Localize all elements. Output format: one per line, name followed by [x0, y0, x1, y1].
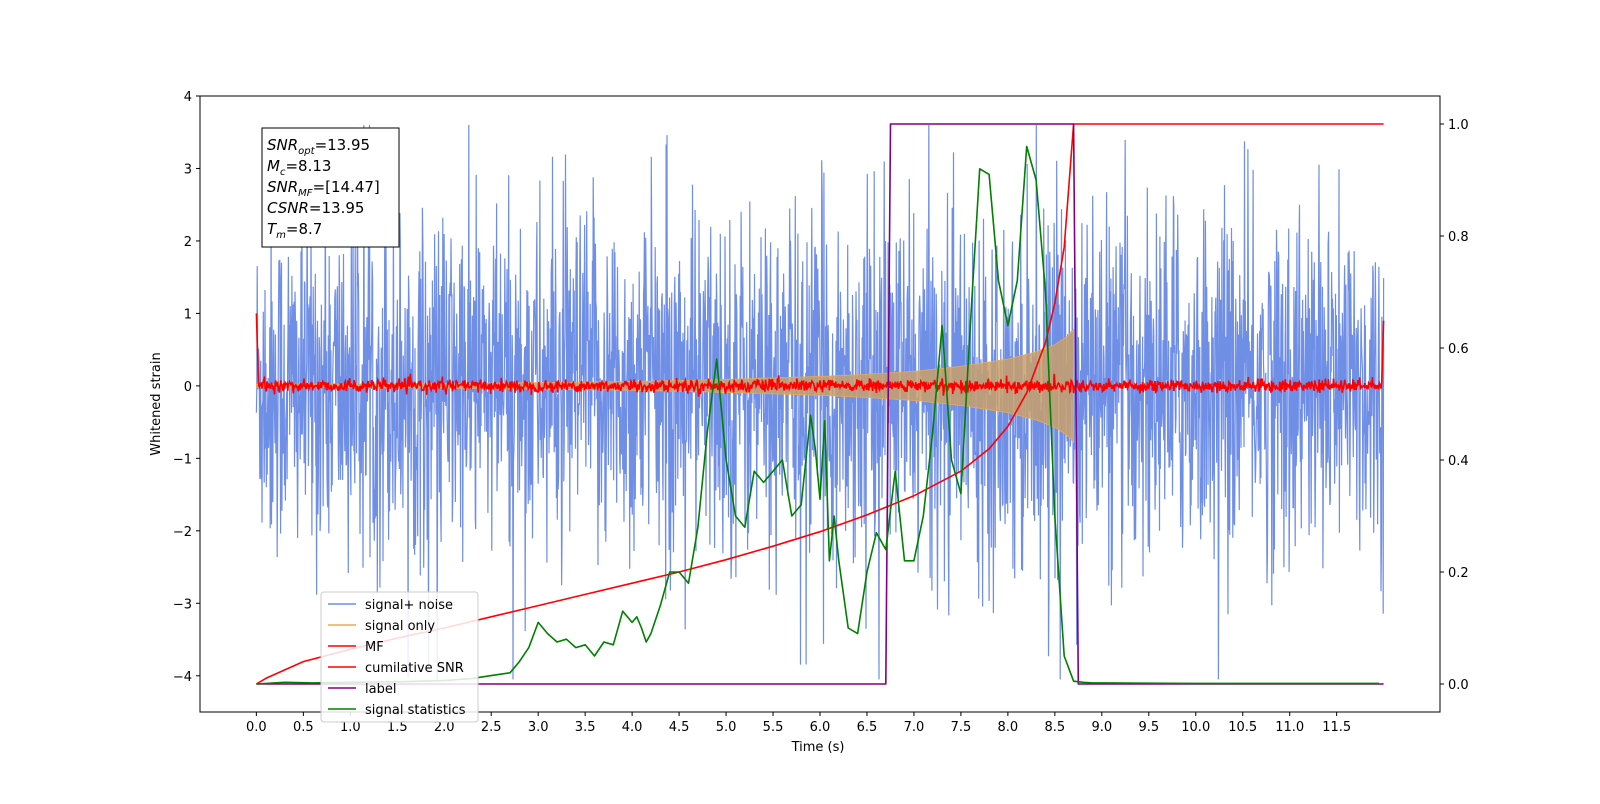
y-axis-left: −4 −3 −2 −1 0 1 2 3 4 — [173, 90, 200, 685]
x-tick-label: 11.0 — [1275, 720, 1304, 735]
y2-tick-label: 0.6 — [1448, 342, 1469, 357]
x-tick-label: 0.0 — [246, 720, 267, 735]
annotation-box: SNRopt=13.95Mc=8.13SNRMF=[14.47]CSNR=13.… — [261, 127, 400, 248]
x-axis-label: Time (s) — [791, 740, 845, 755]
legend-label: signal+ noise — [365, 598, 453, 613]
y2-tick-label: 0.8 — [1448, 230, 1469, 245]
y-tick-label: 3 — [184, 162, 192, 177]
y-axis-label: Whitened strain — [149, 352, 164, 455]
x-tick-label: 6.0 — [810, 720, 831, 735]
y2-tick-label: 0.4 — [1448, 454, 1469, 469]
annotation-frame — [261, 127, 400, 248]
x-tick-label: 4.0 — [622, 720, 643, 735]
y-tick-label: 4 — [184, 90, 192, 105]
legend-label: cumilative SNR — [365, 661, 464, 676]
x-axis: 0.0 0.5 1.0 1.5 2.0 2.5 3.0 3.5 4.0 4.5 5.0 5.5 6.0 6… — [246, 712, 1351, 735]
legend: signal+ noise signal only MF cumilative SNR… — [320, 591, 479, 723]
x-tick-label: 4.5 — [669, 720, 690, 735]
annotation-line: CSNR=13.95 — [267, 199, 364, 217]
y-tick-label: −3 — [173, 597, 192, 612]
x-tick-label: 10.0 — [1181, 720, 1210, 735]
x-tick-label: 6.5 — [857, 720, 878, 735]
x-tick-label: 2.0 — [434, 720, 455, 735]
series-signal-noise-line — [255, 124, 1385, 680]
x-tick-label: 9.5 — [1138, 720, 1159, 735]
x-tick-label: 10.5 — [1228, 720, 1257, 735]
x-tick-label: 7.5 — [951, 720, 972, 735]
x-tick-label: 8.0 — [998, 720, 1019, 735]
series-mf-line — [255, 313, 1385, 397]
x-tick-label: 1.5 — [387, 720, 408, 735]
legend-label: MF — [365, 640, 384, 655]
annotation-line: SNRMF=[14.47] — [267, 178, 380, 199]
legend-label: signal statistics — [365, 703, 466, 718]
x-tick-label: 1.0 — [340, 720, 361, 735]
annotation-line: Tm=8.7 — [267, 220, 322, 241]
y-tick-label: 2 — [184, 235, 192, 250]
x-tick-label: 5.5 — [763, 720, 784, 735]
y-tick-label: −2 — [173, 525, 192, 540]
legend-frame — [320, 591, 479, 723]
y2-tick-label: 0.2 — [1448, 566, 1469, 581]
series-label-line — [256, 123, 1384, 685]
legend-label: signal only — [365, 619, 435, 634]
y-tick-label: 1 — [184, 307, 192, 322]
x-tick-label: 11.5 — [1322, 720, 1351, 735]
x-tick-label: 3.0 — [528, 720, 549, 735]
y-tick-label: −1 — [173, 452, 192, 467]
y-tick-label: 0 — [184, 380, 192, 395]
series-signal-statistics-line — [256, 145, 1379, 685]
x-tick-label: 0.5 — [293, 720, 314, 735]
x-tick-label: 9.0 — [1091, 720, 1112, 735]
y-axis-right: 0.0 0.2 0.4 0.6 0.8 1.0 — [1440, 118, 1469, 693]
x-tick-label: 3.5 — [575, 720, 596, 735]
x-tick-label: 8.5 — [1045, 720, 1066, 735]
x-tick-label: 7.0 — [904, 720, 925, 735]
x-tick-label: 5.0 — [716, 720, 737, 735]
x-tick-label: 2.5 — [481, 720, 502, 735]
annotation-line: Mc=8.13 — [267, 157, 331, 178]
y2-tick-label: 1.0 — [1448, 118, 1469, 133]
legend-label: label — [365, 682, 396, 697]
y2-tick-label: 0.0 — [1448, 678, 1469, 693]
annotation-line: SNRopt=13.95 — [267, 136, 370, 157]
y-tick-label: −4 — [173, 670, 192, 685]
